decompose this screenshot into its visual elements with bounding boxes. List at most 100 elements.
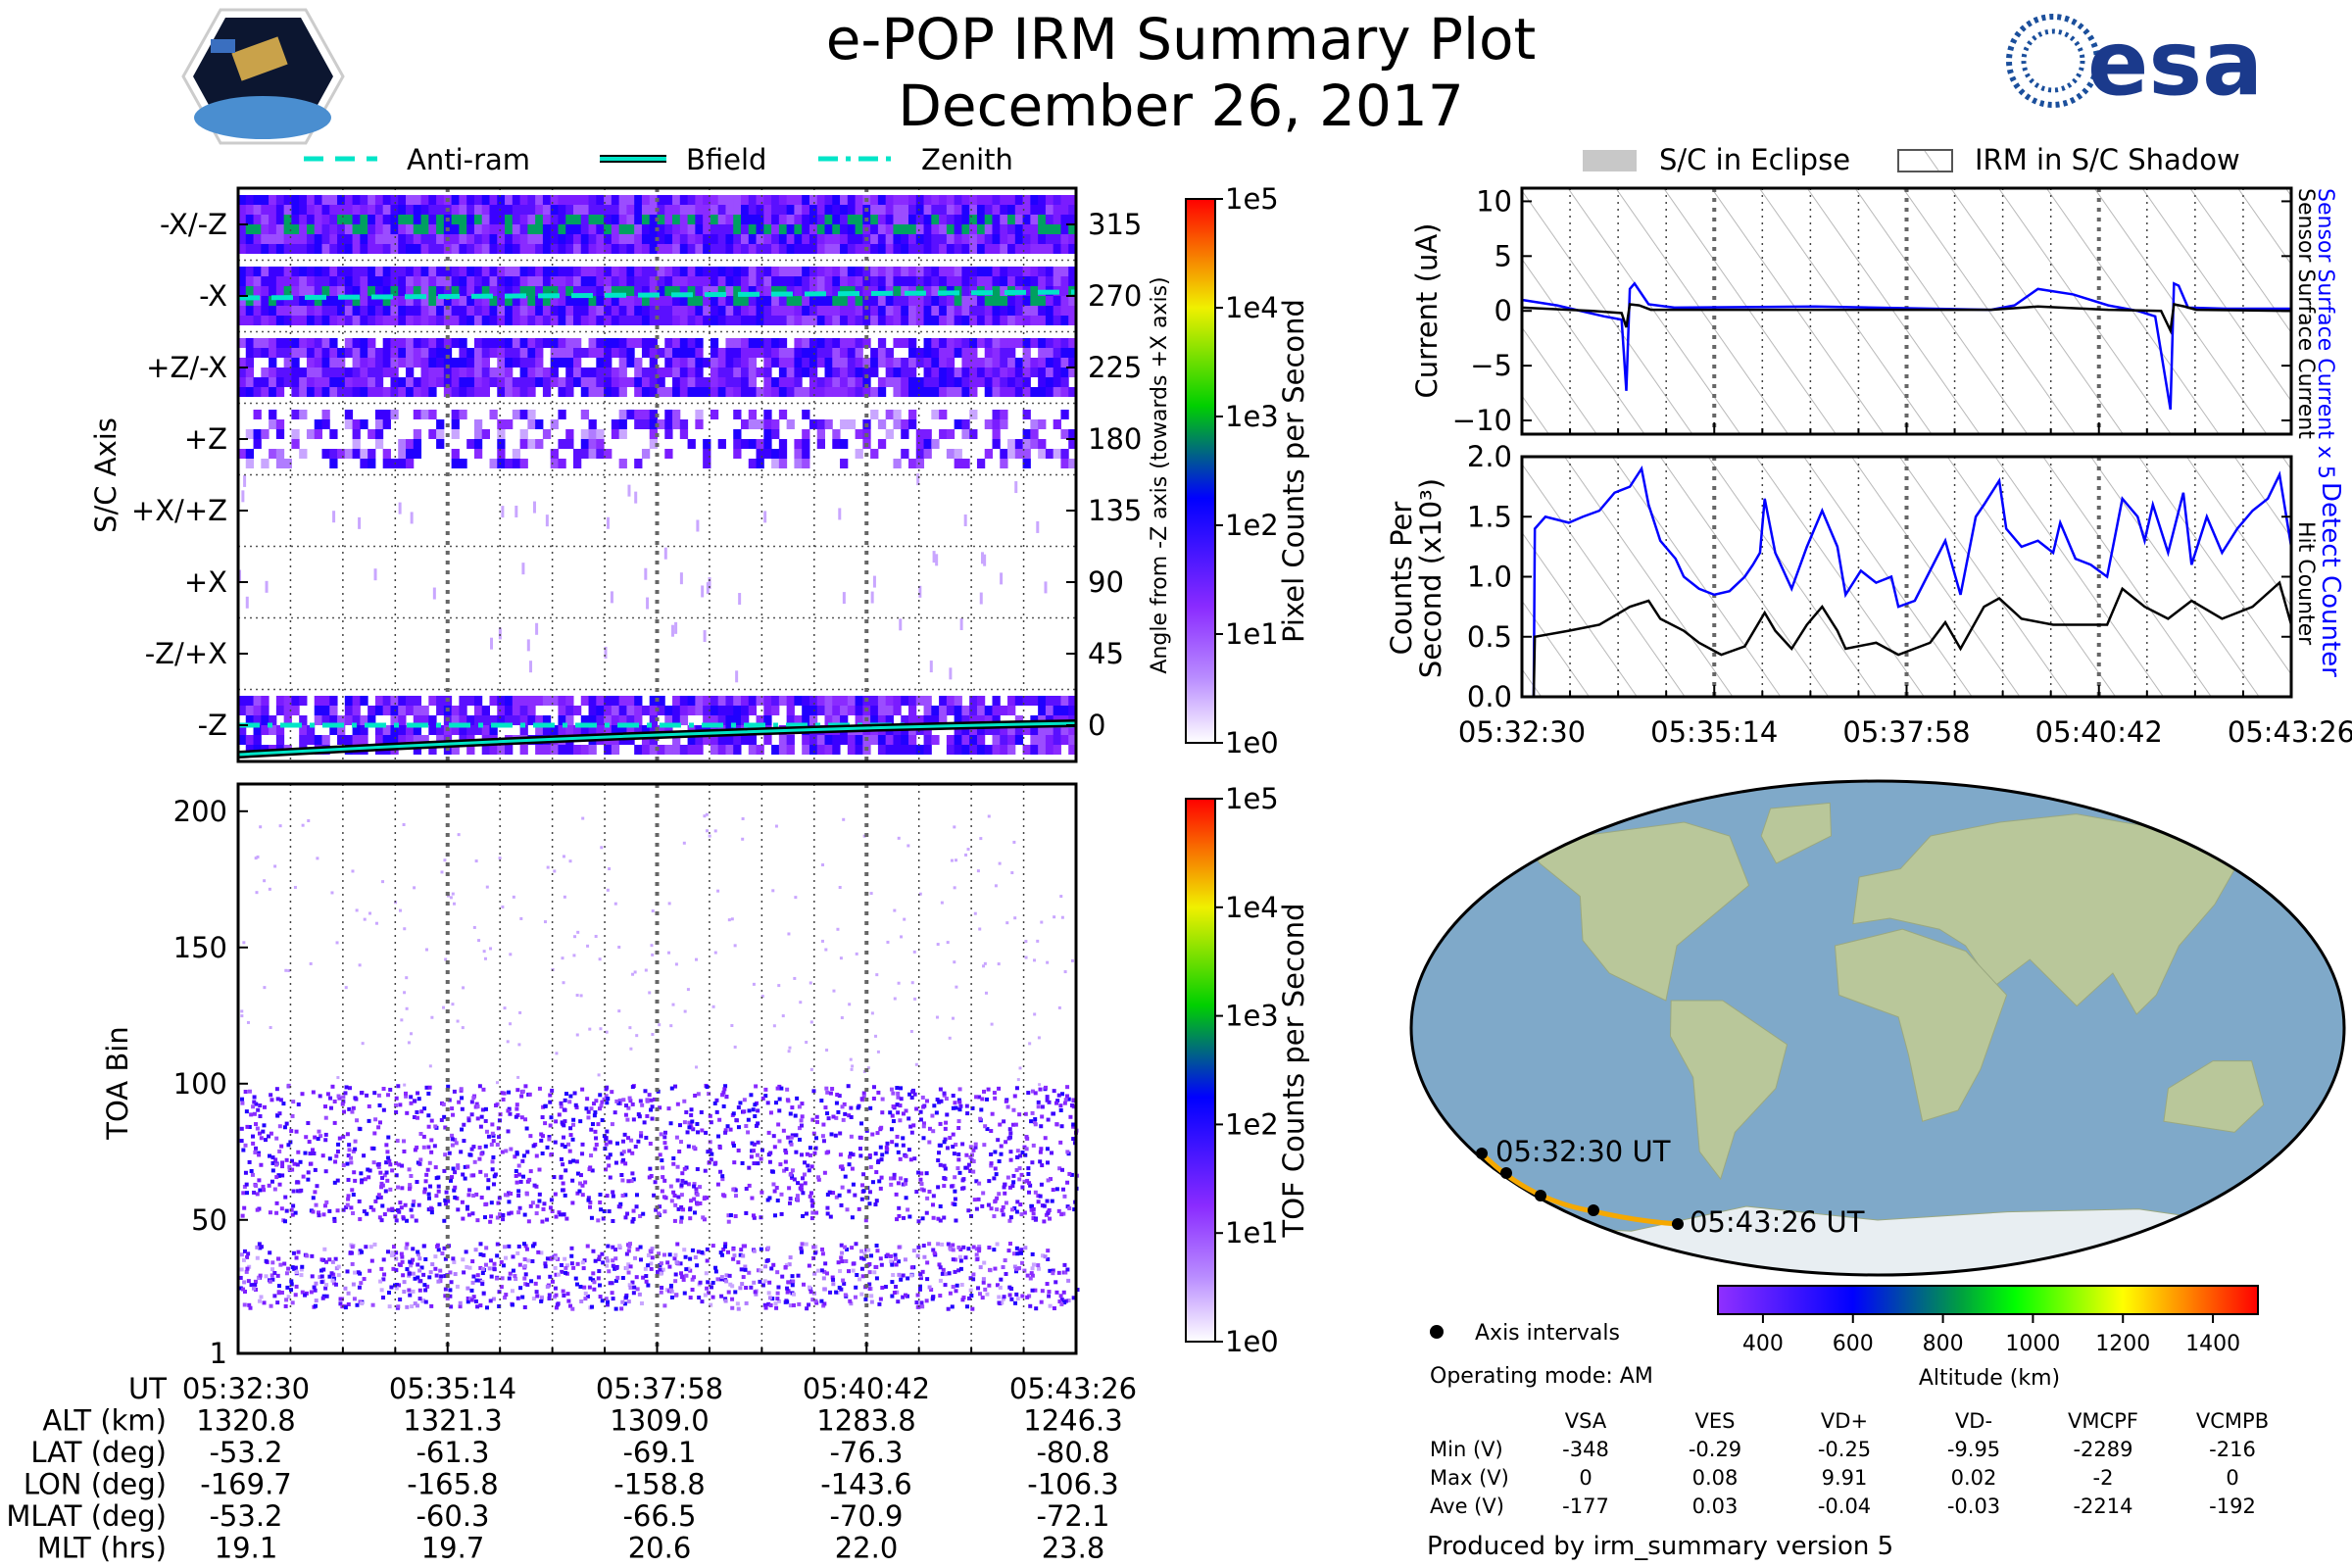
pixel-cell (1022, 338, 1031, 348)
pixel-cell (352, 696, 361, 706)
toa-cell (442, 1218, 447, 1223)
pixel-cell (245, 316, 255, 325)
pixel-cell (808, 368, 818, 377)
toa-cell (1047, 1207, 1052, 1212)
toa-cell (1048, 1268, 1053, 1273)
pixel-cell (526, 639, 530, 652)
pixel-cell (657, 316, 665, 325)
pixel-cell (915, 715, 925, 725)
toa-cell (280, 1160, 285, 1165)
pixel-cell (710, 276, 719, 286)
pixel-cell (573, 244, 582, 254)
pixel-cell (466, 195, 475, 205)
toa-cell (905, 1294, 909, 1298)
pixel-cell (710, 368, 719, 377)
toa-cell (524, 1192, 529, 1197)
pixel-cell (428, 244, 437, 254)
pixel-cell (459, 387, 467, 397)
pixel-cell (1000, 387, 1008, 397)
pixel-cell (550, 449, 559, 459)
toa-cell (253, 1283, 258, 1288)
pixel-cell (604, 286, 612, 296)
pixel-cell (1038, 215, 1047, 224)
pixel-cell (265, 580, 269, 593)
pixel-cell (466, 215, 475, 224)
pixel-cell (725, 306, 734, 316)
pixel-cell (672, 410, 681, 419)
pixel-cell (238, 338, 247, 348)
toa-cell (917, 1284, 922, 1289)
toa-cell (541, 1206, 546, 1211)
toa-cell (801, 1191, 806, 1196)
pixel-cell (611, 348, 620, 358)
toa-cell (951, 1145, 956, 1150)
toa-cell (571, 1265, 576, 1270)
toa-cell (927, 1126, 932, 1131)
pixel-cell (664, 449, 673, 459)
pixel-cell (505, 267, 514, 276)
pixel-cell (832, 244, 841, 254)
pixel-cell (824, 215, 833, 224)
pixel-cell (360, 348, 368, 358)
pixel-cell (596, 449, 605, 459)
toa-cell (421, 1244, 426, 1249)
pixel-cell (1060, 296, 1069, 306)
toa-cell (537, 1086, 542, 1091)
toa-cell (736, 1125, 741, 1130)
pixel-cell (466, 348, 475, 358)
toa-cell (912, 1092, 917, 1097)
pixel-cell (679, 316, 689, 325)
toa-cell (381, 1087, 386, 1092)
pixel-cell (1000, 368, 1008, 377)
pixel-cell (420, 215, 429, 224)
pixel-cell (1060, 449, 1069, 459)
toa-cell (677, 1149, 682, 1153)
toa-cell (920, 1304, 925, 1309)
toa-cell (920, 1269, 925, 1274)
pixel-cell (573, 224, 582, 234)
pixel-cell (870, 410, 879, 419)
pixel-cell (641, 348, 651, 358)
pixel-cell (1068, 316, 1077, 325)
pixel-cell (802, 316, 810, 325)
pixel-cell (618, 195, 627, 205)
toa-cell (453, 1195, 458, 1200)
pixel-cell (885, 706, 894, 715)
pixel-cell (565, 195, 574, 205)
toa-cell (478, 1265, 483, 1270)
toa-cell (513, 1154, 517, 1159)
pixel-cell (321, 368, 330, 377)
pixel-cell (1068, 706, 1077, 715)
toa-cell (421, 1145, 426, 1150)
toa-cell (1033, 1217, 1038, 1222)
toa-cell (479, 1152, 484, 1156)
angle-tick-label: 90 (1088, 565, 1124, 599)
toa-cell (879, 1157, 884, 1162)
pixel-cell (299, 267, 308, 276)
pixel-cell (1030, 387, 1039, 397)
pixel-cell (596, 377, 605, 387)
toa-cell (774, 1185, 779, 1190)
pixel-cell (550, 316, 559, 325)
pixel-cell (808, 358, 818, 368)
toa-cell (510, 1289, 514, 1294)
toa-cell (283, 1303, 288, 1308)
pixel-cell (527, 296, 536, 306)
pixel-cell (498, 627, 502, 640)
pixel-cell (877, 276, 887, 286)
pixel-cell (794, 267, 803, 276)
toa-cell (277, 1149, 282, 1153)
pixel-cell (314, 306, 322, 316)
toa-cell (779, 1086, 784, 1091)
toa-cell (981, 1277, 986, 1282)
pixel-cell (626, 410, 635, 419)
toa-cell (637, 1292, 642, 1297)
toa-cell (675, 1164, 680, 1169)
toa-cell (774, 1305, 779, 1310)
pixel-cell (596, 387, 605, 397)
pixel-cell (634, 419, 643, 429)
pixel-cell (703, 244, 711, 254)
toa-cell (289, 1282, 294, 1287)
toa-cell (515, 1250, 520, 1255)
toa-cell (839, 1255, 844, 1260)
